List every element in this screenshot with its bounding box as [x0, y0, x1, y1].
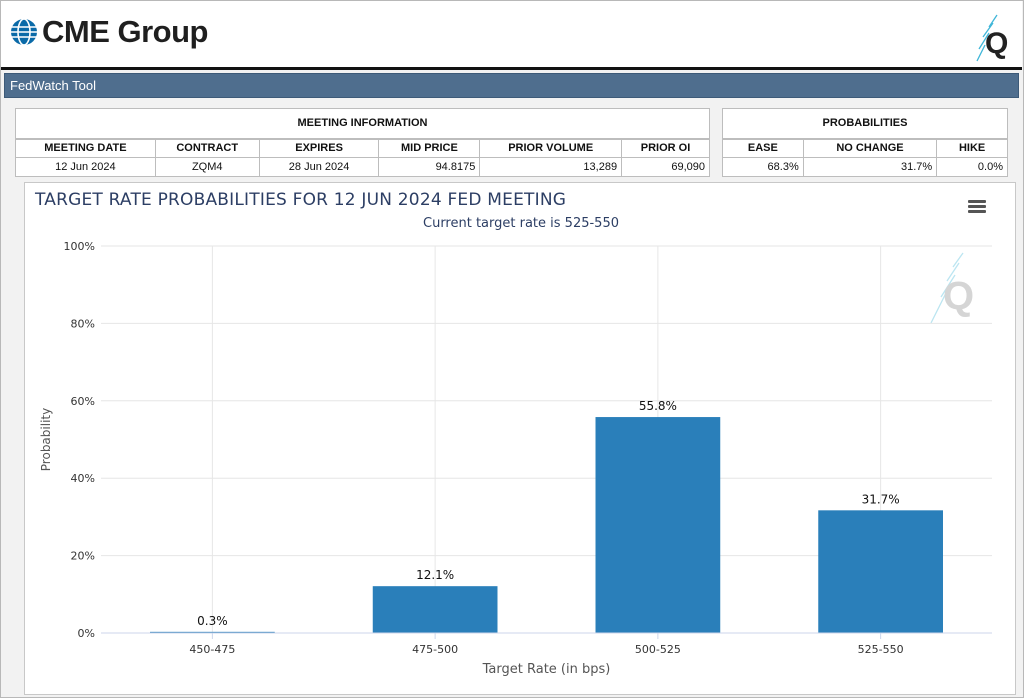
quikstrike-watermark-icon: Q: [931, 253, 974, 323]
data-label: 0.3%: [197, 614, 228, 628]
chart-plot: Q 0.3% 12.1% 55.8% 31.7% 0% 20% 40% 60% 80% 100%…: [25, 183, 1015, 694]
y-tick-label: 40%: [71, 472, 95, 485]
y-tick-label: 80%: [71, 317, 95, 330]
meeting-info-table: MEETING INFORMATION MEETING DATE CONTRAC…: [15, 108, 710, 177]
bar-475-500: [373, 586, 498, 633]
bar-525-550: [818, 510, 943, 633]
col-prior-volume: PRIOR VOLUME: [480, 139, 622, 158]
chart-container: TARGET RATE PROBABILITIES FOR 12 JUN 202…: [24, 182, 1016, 695]
col-prior-oi: PRIOR OI: [622, 139, 710, 158]
x-tick-label: 475-500: [412, 643, 458, 656]
col-no-change: NO CHANGE: [803, 139, 936, 158]
cell-ease: 68.3%: [723, 158, 804, 177]
toolbar: FedWatch Tool: [4, 73, 1019, 98]
svg-text:Q: Q: [943, 274, 974, 318]
data-label: 12.1%: [416, 568, 454, 582]
toolbar-title: FedWatch Tool: [10, 78, 96, 93]
y-tick-label: 60%: [71, 395, 95, 408]
cell-meeting-date: 12 Jun 2024: [16, 158, 156, 177]
header: CME Group Q: [1, 1, 1022, 67]
cell-no-change: 31.7%: [803, 158, 936, 177]
cell-prior-oi: 69,090: [622, 158, 710, 177]
cell-prior-volume: 13,289: [480, 158, 622, 177]
x-axis-title: Target Rate (in bps): [482, 662, 611, 677]
bar-500-525: [596, 417, 721, 633]
y-tick-label: 20%: [71, 550, 95, 563]
col-hike: HIKE: [937, 139, 1008, 158]
col-contract: CONTRACT: [155, 139, 259, 158]
meeting-info-title: MEETING INFORMATION: [16, 109, 710, 139]
cell-hike: 0.0%: [937, 158, 1008, 177]
col-meeting-date: MEETING DATE: [16, 139, 156, 158]
cme-globe-icon: [10, 18, 38, 46]
data-label: 31.7%: [862, 492, 900, 506]
quikstrike-q-icon[interactable]: Q: [975, 13, 1015, 65]
logo-text: CME Group: [42, 14, 208, 50]
y-tick-label: 100%: [64, 240, 95, 253]
y-axis-title: Probability: [39, 408, 53, 471]
svg-text:Q: Q: [985, 27, 1008, 60]
cell-contract: ZQM4: [155, 158, 259, 177]
cell-mid-price: 94.8175: [379, 158, 480, 177]
x-tick-label: 525-550: [858, 643, 904, 656]
cell-expires: 28 Jun 2024: [259, 158, 379, 177]
col-expires: EXPIRES: [259, 139, 379, 158]
probabilities-table: PROBABILITIES EASE NO CHANGE HIKE 68.3% …: [722, 108, 1008, 177]
col-mid-price: MID PRICE: [379, 139, 480, 158]
y-tick-label: 0%: [78, 627, 95, 640]
probabilities-title: PROBABILITIES: [723, 109, 1008, 139]
x-tick-label: 450-475: [189, 643, 235, 656]
col-ease: EASE: [723, 139, 804, 158]
header-divider: [1, 67, 1022, 70]
data-label: 55.8%: [639, 399, 677, 413]
cme-group-logo[interactable]: CME Group: [7, 5, 219, 59]
x-tick-label: 500-525: [635, 643, 681, 656]
